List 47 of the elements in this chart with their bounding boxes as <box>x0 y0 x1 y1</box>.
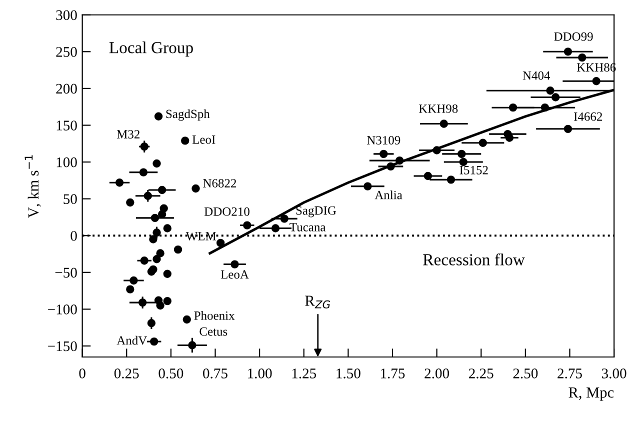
y-tick-label: 50 <box>64 194 77 204</box>
y-tick-label: −150 <box>48 341 77 352</box>
y-tick-label: −50 <box>55 268 77 278</box>
y-tick-label: 150 <box>56 120 77 130</box>
x-tick-label: 0.50 <box>158 368 184 378</box>
annotation: I4662 <box>574 112 602 121</box>
y-tick-label: 250 <box>56 47 77 57</box>
x-tick-label: 2.75 <box>558 368 582 378</box>
annotation: Tucana <box>290 223 326 232</box>
annotation: Phoenix <box>194 311 235 320</box>
x-tick-label: 0.75 <box>203 368 228 378</box>
y-axis-title: V, km s$^{−1}$ <box>24 155 41 218</box>
x-tick-label: 1.25 <box>292 368 316 378</box>
x-tick-label: 1.75 <box>381 368 405 378</box>
annotation: I5152 <box>460 166 488 174</box>
annotation: Local Group <box>109 42 193 57</box>
annotation: N3109 <box>366 136 400 144</box>
x-tick-label: 3.00 <box>602 368 626 378</box>
annotation: Recession flow <box>423 253 525 266</box>
annotation: KKH98 <box>418 104 458 113</box>
x-axis-title: R, Mpc <box>568 387 614 401</box>
annotation: M32 <box>116 130 140 138</box>
annotation: SagDIG <box>296 206 336 218</box>
y-tick-label: 200 <box>56 84 77 94</box>
y-tick-label: 0 <box>70 230 77 241</box>
x-tick-label: 0.25 <box>114 368 139 378</box>
x-tick-label: 0 <box>79 368 86 378</box>
y-tick-label: −100 <box>48 304 77 314</box>
y-tick-label: 300 <box>56 10 77 20</box>
annotation: LeoI <box>192 136 216 144</box>
annotation: N404 <box>522 71 550 80</box>
annotation: N6822 <box>203 179 236 188</box>
y-tick-label: 100 <box>56 157 77 168</box>
annotation: LeoA <box>220 270 249 279</box>
x-tick-label: 1.00 <box>248 368 272 378</box>
annotation: AndV <box>116 336 148 345</box>
annotation: SagdSph <box>166 109 210 121</box>
annotation: WLM <box>186 232 216 240</box>
annotation: DDO99 <box>554 32 593 41</box>
x-tick-label: 2.50 <box>513 368 538 378</box>
annotation: Anlia <box>374 190 402 200</box>
x-tick-label: 1.50 <box>336 368 360 378</box>
annotation: R$_{ZG}$ <box>305 296 330 308</box>
x-tick-label: 2.00 <box>424 368 450 378</box>
annotation: DDO210 <box>204 207 250 216</box>
x-tick-label: 2.25 <box>469 368 494 378</box>
annotation: Cetus <box>200 327 228 336</box>
